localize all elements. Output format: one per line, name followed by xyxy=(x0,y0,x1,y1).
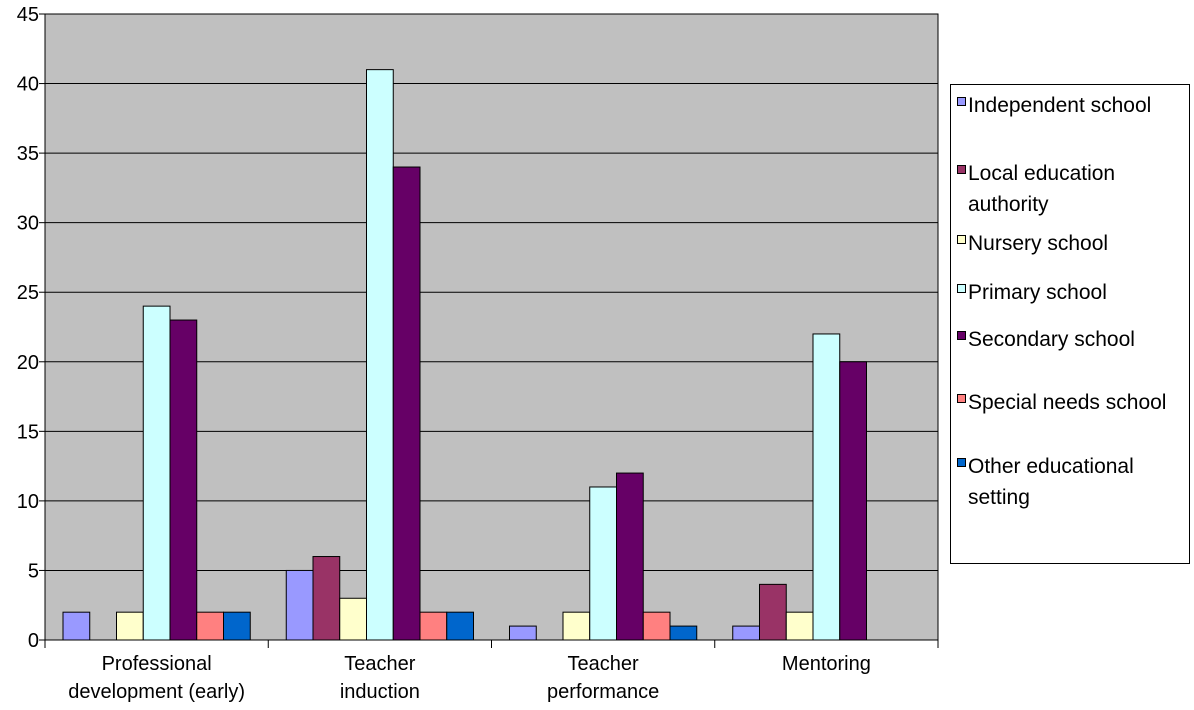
x-axis: Professional development (early) Teacher in… xyxy=(44,640,939,703)
legend: Independent school Local education autho… xyxy=(950,84,1190,564)
x-tick-label: Teacher performance xyxy=(547,653,659,703)
bar xyxy=(785,611,814,641)
bar xyxy=(509,625,537,641)
legend-label: Secondary school xyxy=(968,328,1135,351)
y-tick-label: 35 xyxy=(17,143,39,165)
bar xyxy=(732,625,760,641)
bar xyxy=(62,611,91,641)
bar xyxy=(669,625,698,641)
x-tick-label-line: Teacher xyxy=(344,653,415,675)
y-tick-label: 15 xyxy=(17,421,39,443)
legend-swatch xyxy=(957,284,966,293)
legend-label: Other educational setting xyxy=(968,455,1134,509)
x-tick-label-line: Teacher xyxy=(568,653,639,675)
bar xyxy=(446,611,474,641)
legend-label: Primary school xyxy=(968,281,1107,304)
legend-label: Independent school xyxy=(968,94,1152,117)
x-tick-label-line: Mentoring xyxy=(782,653,871,675)
bar xyxy=(116,611,144,641)
x-tick-label-line: development (early) xyxy=(68,681,245,703)
legend-swatch xyxy=(957,235,966,244)
bars xyxy=(62,69,867,641)
legend-swatch xyxy=(957,165,966,174)
bar xyxy=(142,305,171,641)
bar xyxy=(366,69,394,641)
x-tick-label-line: performance xyxy=(547,681,659,703)
legend-swatch xyxy=(957,458,966,467)
legend-item: Primary school xyxy=(957,277,1188,308)
y-tick-label: 30 xyxy=(17,213,39,235)
legend-label: Local education authority xyxy=(968,162,1116,216)
bar xyxy=(339,597,367,641)
legend-item: Independent school xyxy=(957,90,1188,121)
legend-swatch xyxy=(957,97,966,106)
legend-label: Special needs school xyxy=(968,391,1167,414)
y-axis: 0 5 10 15 20 25 30 35 40 45 xyxy=(17,4,45,652)
bar xyxy=(839,361,867,641)
y-tick-label: 40 xyxy=(17,74,39,96)
bar xyxy=(589,486,617,641)
y-tick-label: 10 xyxy=(17,491,39,513)
bar xyxy=(312,556,341,641)
bar xyxy=(392,166,421,641)
legend-item: Other educational setting xyxy=(957,451,1188,513)
bar xyxy=(169,319,198,641)
legend-swatch xyxy=(957,331,966,340)
bar xyxy=(616,472,644,641)
x-tick-label: Professional development (early) xyxy=(68,653,245,703)
y-tick-label: 5 xyxy=(28,560,39,582)
x-tick-label: Mentoring xyxy=(782,653,871,675)
y-tick-label: 0 xyxy=(28,630,39,652)
x-tick-label-line: induction xyxy=(340,681,420,703)
legend-item: Secondary school xyxy=(957,324,1188,355)
bar xyxy=(562,611,591,641)
x-tick-label: Teacher induction xyxy=(340,653,420,703)
bar xyxy=(196,611,224,641)
legend-item: Nursery school xyxy=(957,228,1188,259)
legend-item: Special needs school xyxy=(957,387,1188,418)
legend-swatch xyxy=(957,394,966,403)
y-tick-label: 45 xyxy=(17,4,39,26)
x-tick-label-line: Professional xyxy=(102,653,212,675)
legend-label: Nursery school xyxy=(968,232,1109,255)
bar xyxy=(642,611,671,641)
bar xyxy=(812,333,841,641)
y-tick-label: 25 xyxy=(17,282,39,304)
y-tick-label: 20 xyxy=(17,352,39,374)
bar xyxy=(419,611,448,641)
bar xyxy=(759,583,787,641)
legend-item: Local education authority xyxy=(957,158,1188,220)
bar xyxy=(223,611,251,641)
bar xyxy=(285,569,314,641)
